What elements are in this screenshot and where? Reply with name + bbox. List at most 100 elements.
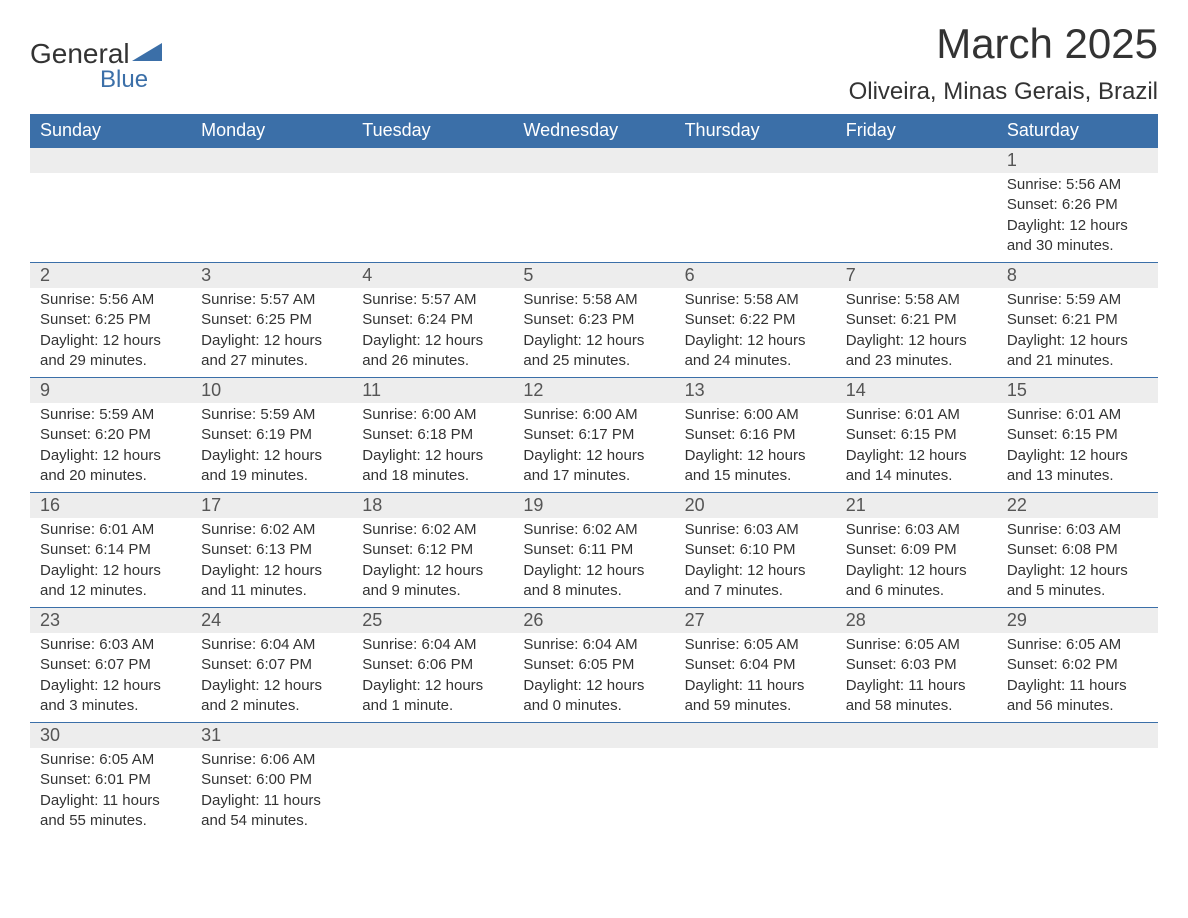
day-data: Sunrise: 5:58 AMSunset: 6:23 PMDaylight:…	[513, 288, 674, 377]
day-data	[513, 748, 674, 776]
day-number-cell: 11	[352, 378, 513, 404]
day-data: Sunrise: 6:03 AMSunset: 6:10 PMDaylight:…	[675, 518, 836, 607]
day-number-row: 23242526272829	[30, 608, 1158, 634]
day-number: 19	[513, 493, 674, 518]
day-data-cell: Sunrise: 5:58 AMSunset: 6:21 PMDaylight:…	[836, 288, 997, 378]
day-data-cell: Sunrise: 5:59 AMSunset: 6:21 PMDaylight:…	[997, 288, 1158, 378]
day-data-cell: Sunrise: 5:56 AMSunset: 6:25 PMDaylight:…	[30, 288, 191, 378]
day-data-cell: Sunrise: 6:03 AMSunset: 6:10 PMDaylight:…	[675, 518, 836, 608]
day-number: 10	[191, 378, 352, 403]
day-data-cell: Sunrise: 6:04 AMSunset: 6:06 PMDaylight:…	[352, 633, 513, 723]
day-data-cell: Sunrise: 6:05 AMSunset: 6:04 PMDaylight:…	[675, 633, 836, 723]
day-data-cell: Sunrise: 5:58 AMSunset: 6:22 PMDaylight:…	[675, 288, 836, 378]
day-data: Sunrise: 6:05 AMSunset: 6:03 PMDaylight:…	[836, 633, 997, 722]
day-data: Sunrise: 6:02 AMSunset: 6:13 PMDaylight:…	[191, 518, 352, 607]
day-data-cell: Sunrise: 6:03 AMSunset: 6:09 PMDaylight:…	[836, 518, 997, 608]
day-data-cell	[513, 748, 674, 837]
day-number-cell: 22	[997, 493, 1158, 519]
day-data	[675, 748, 836, 776]
day-number-cell: 17	[191, 493, 352, 519]
day-number-row: 9101112131415	[30, 378, 1158, 404]
day-number	[30, 148, 191, 173]
day-data-cell: Sunrise: 6:04 AMSunset: 6:07 PMDaylight:…	[191, 633, 352, 723]
day-data: Sunrise: 6:00 AMSunset: 6:16 PMDaylight:…	[675, 403, 836, 492]
day-data: Sunrise: 6:03 AMSunset: 6:09 PMDaylight:…	[836, 518, 997, 607]
day-number	[675, 723, 836, 748]
month-title: March 2025	[849, 20, 1158, 68]
day-number: 28	[836, 608, 997, 633]
day-data-cell: Sunrise: 6:00 AMSunset: 6:16 PMDaylight:…	[675, 403, 836, 493]
day-number: 27	[675, 608, 836, 633]
day-data: Sunrise: 6:05 AMSunset: 6:02 PMDaylight:…	[997, 633, 1158, 722]
day-number: 2	[30, 263, 191, 288]
day-number-cell: 15	[997, 378, 1158, 404]
day-number-cell	[352, 723, 513, 749]
day-number: 3	[191, 263, 352, 288]
day-number-cell	[675, 148, 836, 174]
day-number: 22	[997, 493, 1158, 518]
calendar-table: SundayMondayTuesdayWednesdayThursdayFrid…	[30, 114, 1158, 837]
day-data: Sunrise: 6:05 AMSunset: 6:01 PMDaylight:…	[30, 748, 191, 837]
day-number: 6	[675, 263, 836, 288]
day-number-cell: 14	[836, 378, 997, 404]
day-number-row: 16171819202122	[30, 493, 1158, 519]
day-number-cell: 31	[191, 723, 352, 749]
day-number: 30	[30, 723, 191, 748]
day-number-cell: 10	[191, 378, 352, 404]
day-data	[513, 173, 674, 201]
day-number: 18	[352, 493, 513, 518]
day-data: Sunrise: 5:57 AMSunset: 6:25 PMDaylight:…	[191, 288, 352, 377]
day-data: Sunrise: 5:59 AMSunset: 6:20 PMDaylight:…	[30, 403, 191, 492]
day-number-cell	[836, 148, 997, 174]
day-data-cell: Sunrise: 5:59 AMSunset: 6:19 PMDaylight:…	[191, 403, 352, 493]
day-number-cell: 29	[997, 608, 1158, 634]
location: Oliveira, Minas Gerais, Brazil	[849, 78, 1158, 106]
day-number: 17	[191, 493, 352, 518]
day-number-cell: 19	[513, 493, 674, 519]
day-data	[836, 173, 997, 201]
day-number-row: 2345678	[30, 263, 1158, 289]
day-data: Sunrise: 6:00 AMSunset: 6:17 PMDaylight:…	[513, 403, 674, 492]
day-number-cell: 30	[30, 723, 191, 749]
day-number: 1	[997, 148, 1158, 173]
day-data: Sunrise: 6:04 AMSunset: 6:07 PMDaylight:…	[191, 633, 352, 722]
day-number-row: 3031	[30, 723, 1158, 749]
day-number: 29	[997, 608, 1158, 633]
day-data: Sunrise: 6:01 AMSunset: 6:15 PMDaylight:…	[836, 403, 997, 492]
day-number-cell	[352, 148, 513, 174]
day-number-cell	[513, 723, 674, 749]
day-data-row: Sunrise: 6:01 AMSunset: 6:14 PMDaylight:…	[30, 518, 1158, 608]
brand-sub: Blue	[100, 68, 164, 92]
brand-logo: General Blue	[30, 40, 164, 92]
day-data: Sunrise: 5:56 AMSunset: 6:26 PMDaylight:…	[997, 173, 1158, 262]
day-data: Sunrise: 6:04 AMSunset: 6:06 PMDaylight:…	[352, 633, 513, 722]
day-number	[836, 723, 997, 748]
weekday-header: Monday	[191, 114, 352, 148]
day-data-cell	[997, 748, 1158, 837]
day-data	[352, 748, 513, 776]
day-number-cell	[30, 148, 191, 174]
day-data-cell	[513, 173, 674, 263]
day-number: 5	[513, 263, 674, 288]
day-number-cell: 7	[836, 263, 997, 289]
day-number-cell: 20	[675, 493, 836, 519]
weekday-header: Wednesday	[513, 114, 674, 148]
day-number-cell: 2	[30, 263, 191, 289]
day-number-cell: 16	[30, 493, 191, 519]
day-number-cell: 24	[191, 608, 352, 634]
day-number-cell: 21	[836, 493, 997, 519]
day-number	[997, 723, 1158, 748]
day-number	[352, 148, 513, 173]
day-data-cell: Sunrise: 6:04 AMSunset: 6:05 PMDaylight:…	[513, 633, 674, 723]
day-data: Sunrise: 6:03 AMSunset: 6:08 PMDaylight:…	[997, 518, 1158, 607]
day-number: 26	[513, 608, 674, 633]
day-number: 8	[997, 263, 1158, 288]
day-data-cell: Sunrise: 6:03 AMSunset: 6:07 PMDaylight:…	[30, 633, 191, 723]
day-number: 20	[675, 493, 836, 518]
day-data: Sunrise: 6:03 AMSunset: 6:07 PMDaylight:…	[30, 633, 191, 722]
day-data-row: Sunrise: 5:56 AMSunset: 6:25 PMDaylight:…	[30, 288, 1158, 378]
weekday-header: Tuesday	[352, 114, 513, 148]
calendar-header: SundayMondayTuesdayWednesdayThursdayFrid…	[30, 114, 1158, 148]
day-number: 14	[836, 378, 997, 403]
day-number: 13	[675, 378, 836, 403]
